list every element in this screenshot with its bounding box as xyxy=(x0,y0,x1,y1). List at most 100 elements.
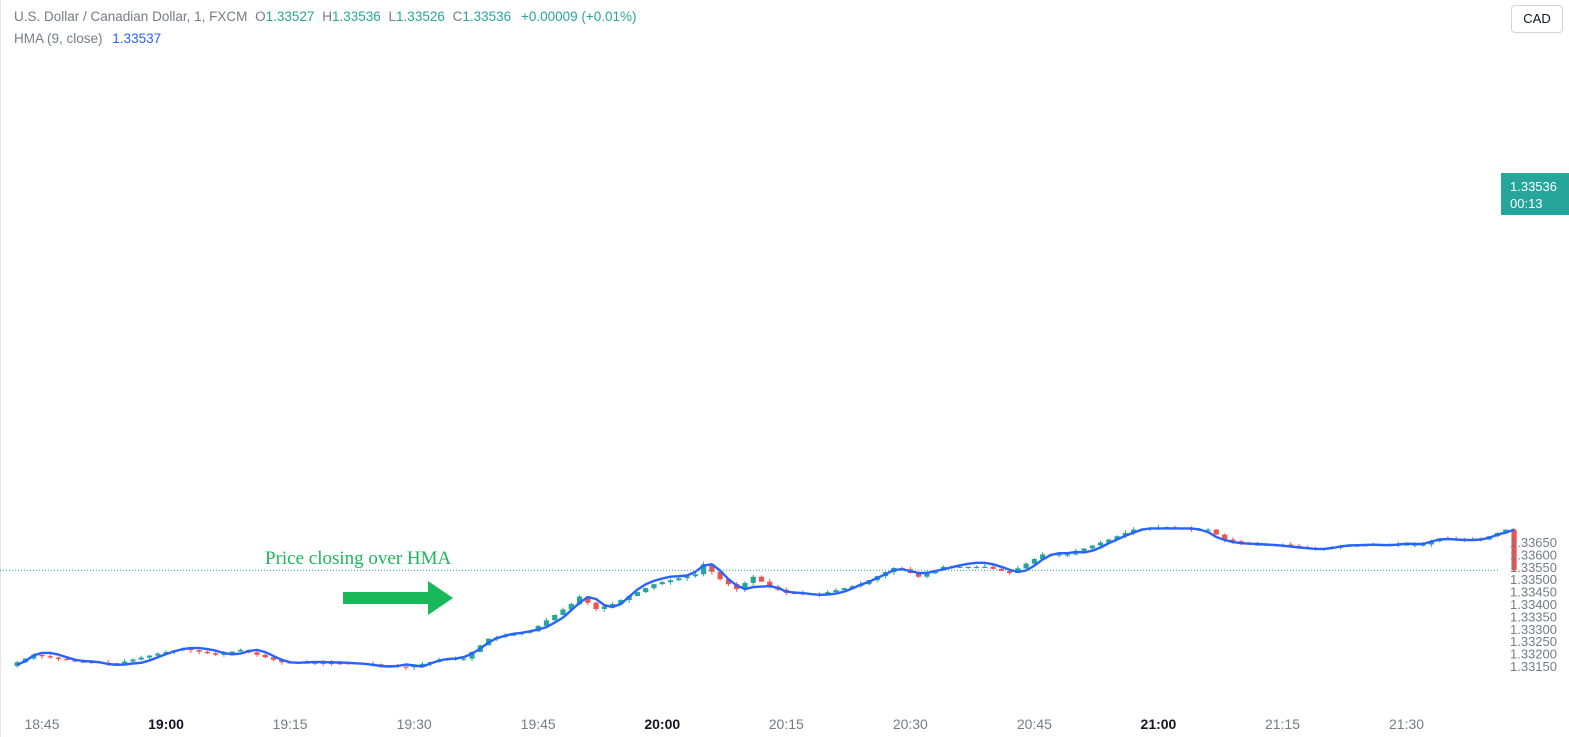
candle-down xyxy=(725,579,732,585)
time-tick-label: 20:30 xyxy=(893,716,928,732)
symbol-legend: U.S. Dollar / Canadian Dollar, 1, FXCM O… xyxy=(14,9,637,24)
candle-down xyxy=(1288,544,1294,546)
candle-down xyxy=(585,596,591,603)
time-tick-label: 20:15 xyxy=(769,716,804,732)
candle-down xyxy=(758,576,765,582)
candle-up xyxy=(742,582,748,590)
price-tick-label: 1.33550 xyxy=(1510,560,1557,575)
candle-up xyxy=(601,606,607,609)
candle-up xyxy=(1114,536,1120,540)
candle-up xyxy=(552,614,558,621)
candle-up xyxy=(461,658,467,660)
candle-down xyxy=(39,654,45,657)
candle-up xyxy=(1056,554,1062,556)
candle-up xyxy=(750,576,756,583)
candle-up xyxy=(841,588,847,591)
candle-up xyxy=(659,582,665,585)
close-label: C xyxy=(452,9,463,24)
currency-button[interactable]: CAD xyxy=(1511,5,1563,33)
time-tick-label: 18:45 xyxy=(24,716,59,732)
indicator-legend[interactable]: HMA (9, close) 1.33537 xyxy=(14,31,161,46)
candle-up xyxy=(684,576,690,579)
candle-up xyxy=(957,566,963,568)
candle-up xyxy=(1428,541,1434,545)
candle-up xyxy=(833,590,839,593)
candle-down xyxy=(1006,570,1013,573)
candle-up xyxy=(692,574,698,577)
candle-up xyxy=(229,651,235,654)
price-tick-label: 1.33650 xyxy=(1510,535,1557,550)
candle-down xyxy=(998,568,1004,571)
candle-down xyxy=(1230,539,1236,542)
time-tick-label: 21:30 xyxy=(1389,716,1424,732)
candle-down xyxy=(1213,529,1219,535)
candle-up xyxy=(1089,545,1095,549)
candle-up xyxy=(122,661,128,664)
candle-up xyxy=(1503,529,1509,533)
price-tick-label: 1.33400 xyxy=(1510,597,1557,612)
candle-up xyxy=(965,566,971,568)
candle-up xyxy=(701,564,707,575)
candle-up xyxy=(667,580,674,583)
candle-down xyxy=(262,654,268,658)
time-tick-label: 20:00 xyxy=(644,716,680,732)
candle-down xyxy=(196,650,202,652)
candle-up xyxy=(643,588,649,593)
annotation-arrow xyxy=(343,581,453,615)
candle-up xyxy=(610,604,616,607)
time-tick-label: 19:30 xyxy=(397,716,432,732)
candle-up xyxy=(825,592,831,595)
candle-down xyxy=(270,657,277,660)
candle-up xyxy=(1064,554,1071,556)
candle-up xyxy=(576,596,583,604)
candle-up xyxy=(155,653,161,656)
hma-line xyxy=(16,527,1515,668)
price-tick-label: 1.33200 xyxy=(1510,647,1557,662)
candle-down xyxy=(47,656,53,658)
candle-up xyxy=(1097,542,1104,546)
time-tick-label: 19:15 xyxy=(273,716,308,732)
change-value: +0.00009 (+0.01%) xyxy=(520,9,637,24)
price-axis[interactable]: 1.331501.332001.332501.333001.333501.334… xyxy=(1510,535,1557,674)
price-tick-label: 1.33300 xyxy=(1510,622,1557,637)
open-label: O xyxy=(255,9,266,24)
price-tick-label: 1.33250 xyxy=(1510,634,1557,649)
candle-up xyxy=(138,657,144,660)
last-price-tag: 1.33536 00:13 xyxy=(1501,173,1569,215)
candle-down xyxy=(64,658,70,661)
candle-down xyxy=(709,564,715,572)
close-value: 1.33536 xyxy=(462,9,512,24)
candle-down xyxy=(990,566,996,569)
last-price-value: 1.33536 xyxy=(1510,179,1557,194)
candle-up xyxy=(1205,529,1211,531)
candle-up xyxy=(1081,548,1087,552)
hma-label: HMA (9, close) xyxy=(14,31,103,46)
high-value: 1.33536 xyxy=(331,9,381,24)
candle-up xyxy=(560,609,566,615)
candle-up xyxy=(237,649,244,652)
candle-down xyxy=(1511,529,1517,571)
candle-up xyxy=(1403,544,1410,546)
candle-down xyxy=(188,648,194,651)
candle-down xyxy=(213,653,219,655)
price-tick-label: 1.33150 xyxy=(1510,659,1557,674)
candle-up xyxy=(419,663,426,666)
candle-up xyxy=(1040,554,1046,560)
time-axis[interactable]: 18:45 19:00 19:15 19:30 19:45 20:00 20:15 20:30… xyxy=(24,716,1424,732)
candle-up xyxy=(618,600,624,604)
time-tick-label: 19:45 xyxy=(521,716,556,732)
low-value: 1.33526 xyxy=(396,9,445,24)
candle-up xyxy=(1031,559,1037,564)
candle-up xyxy=(651,584,657,589)
candle-down xyxy=(916,573,922,577)
time-tick-label: 19:00 xyxy=(148,716,184,732)
time-tick-label: 21:15 xyxy=(1265,716,1300,732)
time-tick-label: 20:45 xyxy=(1017,716,1052,732)
candle-down xyxy=(593,602,599,609)
annotation-text: Price closing over HMA xyxy=(265,548,452,569)
price-tick-label: 1.33500 xyxy=(1510,572,1557,587)
candle-up xyxy=(1106,539,1112,543)
candle-up xyxy=(163,651,169,654)
